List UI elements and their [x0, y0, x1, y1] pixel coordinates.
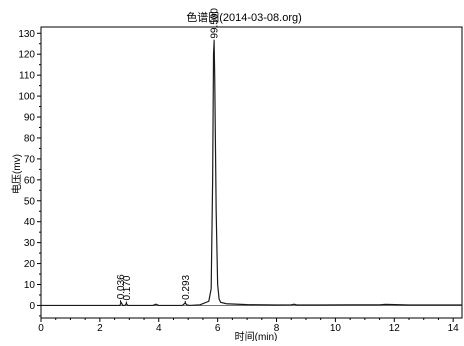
peak-label: 0.293	[181, 274, 192, 299]
chart-title: 色谱图(2014-03-08.org)	[186, 10, 302, 24]
x-tick-label: 8	[274, 323, 280, 334]
y-tick-label: 60	[24, 175, 36, 186]
peak-label: 0.170	[122, 275, 133, 300]
y-tick-label: 20	[24, 259, 36, 270]
y-tick-label: 130	[18, 29, 35, 40]
chromatogram-trace	[41, 41, 462, 307]
x-tick-label: 10	[330, 323, 342, 334]
series-layer	[41, 41, 462, 307]
y-tick-label: 0	[29, 301, 35, 312]
y-tick-label: 50	[24, 196, 36, 207]
y-tick-label: 100	[18, 92, 35, 103]
y-axis-label: 电压(mv)	[10, 154, 23, 194]
x-tick-label: 2	[97, 323, 103, 334]
y-tick-label: 10	[24, 280, 36, 291]
axes: 0 2 4 6 8 10 12 14 0 10 20 30 40 50 60 70 80 90 100 110 120 1…	[18, 26, 463, 334]
x-tick-label: 12	[389, 323, 401, 334]
x-tick-label: 6	[215, 323, 221, 334]
x-tick-label: 14	[448, 323, 460, 334]
y-tick-label: 120	[18, 50, 35, 61]
y-tick-label: 70	[24, 154, 36, 165]
y-tick-label: 80	[24, 133, 36, 144]
peak-label: 99.500	[210, 8, 221, 39]
plot-frame	[40, 26, 463, 319]
x-tick-label: 4	[156, 323, 162, 334]
y-tick-label: 90	[24, 113, 36, 124]
y-tick-label: 30	[24, 238, 36, 249]
peak-label: 0.036	[116, 274, 127, 299]
y-tick-label: 40	[24, 217, 36, 228]
y-tick-label: 110	[19, 71, 35, 82]
x-tick-label: 0	[38, 323, 44, 334]
x-axis-label: 时间(min)	[235, 330, 278, 341]
